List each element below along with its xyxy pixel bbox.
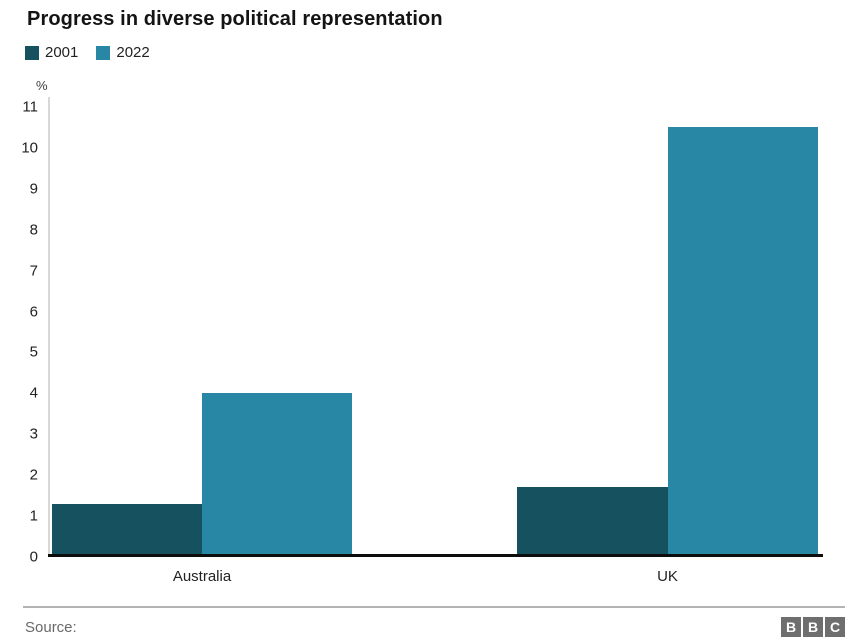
y-tick-label: 6	[29, 303, 38, 321]
bar-group-australia: Australia	[52, 107, 352, 585]
bar-uk-2022	[667, 127, 818, 557]
bbc-logo: B B C	[781, 617, 845, 637]
bbc-logo-block-b1: B	[781, 617, 801, 637]
bbc-logo-block-b2: B	[803, 617, 823, 637]
x-axis-line	[48, 554, 823, 557]
y-tick-label: 4	[29, 384, 38, 402]
footer-divider	[23, 606, 845, 608]
y-tick-label: 0	[29, 548, 38, 566]
category-label-australia: Australia	[172, 568, 232, 585]
legend-swatch-2022	[96, 45, 111, 60]
y-tick-label: 9	[29, 180, 38, 198]
bar-uk-2001	[517, 487, 668, 557]
y-tick-label: 10	[21, 139, 38, 157]
y-tick-label: 1	[29, 507, 38, 525]
legend-label-2001: 2001	[45, 44, 79, 61]
y-tick-label: 5	[29, 343, 38, 361]
bbc-logo-block-c: C	[825, 617, 845, 637]
bar-australia-2022	[202, 393, 352, 557]
category-label-uk: UK	[657, 568, 678, 585]
legend: 2001 2022	[25, 44, 150, 61]
bar-group-uk: UK	[517, 107, 818, 585]
y-axis-unit-label: %	[36, 78, 48, 93]
y-axis-line	[48, 97, 50, 557]
y-tick-label: 3	[29, 425, 38, 443]
bar-australia-2001	[52, 503, 202, 557]
source-label: Source:	[25, 619, 77, 636]
plot-area: Australia UK	[48, 97, 823, 585]
legend-label-2022: 2022	[116, 44, 150, 61]
legend-item-2001: 2001	[25, 44, 78, 61]
y-tick-label: 11	[22, 98, 38, 116]
chart-title: Progress in diverse political representa…	[27, 8, 443, 30]
y-tick-label: 8	[29, 221, 38, 239]
legend-swatch-2001	[25, 45, 39, 60]
legend-item-2022: 2022	[96, 44, 150, 61]
y-axis-ticks: 0 1 2 3 4 5 6 7 8 9 10 11	[0, 99, 38, 566]
y-tick-label: 7	[29, 262, 38, 280]
y-tick-label: 2	[29, 466, 38, 484]
